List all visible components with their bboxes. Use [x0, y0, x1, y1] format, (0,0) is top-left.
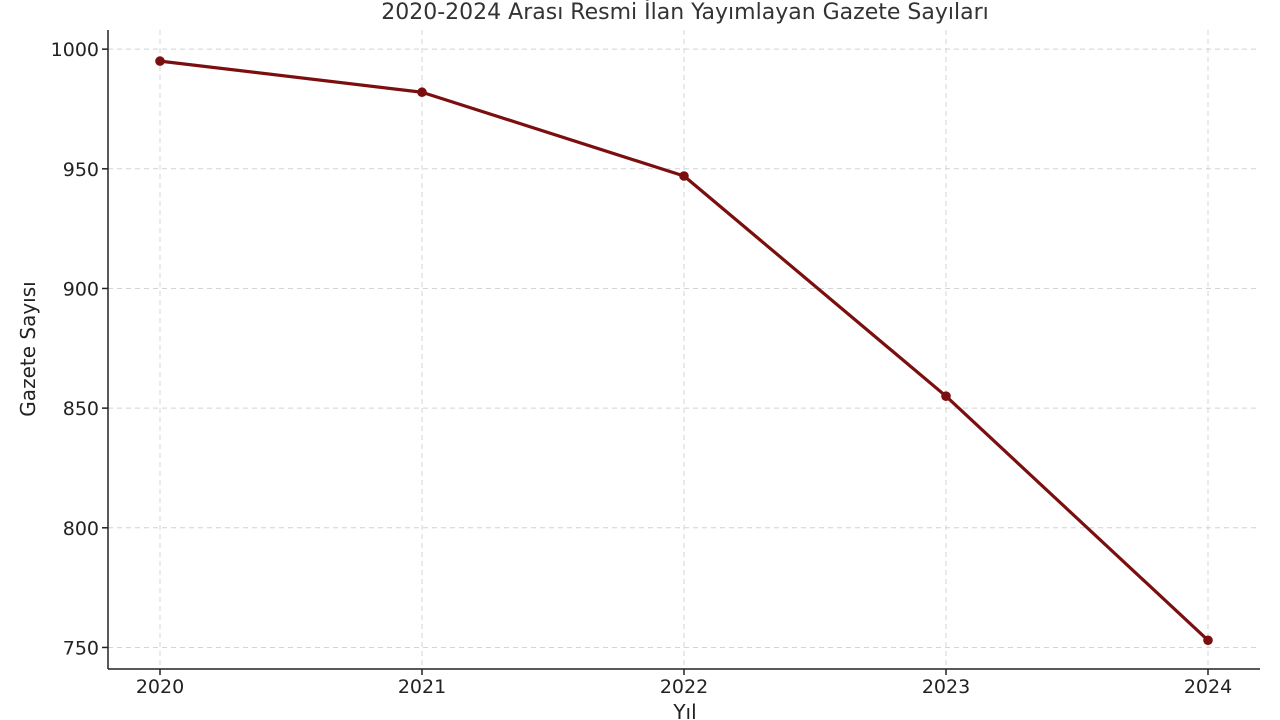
- y-tick-label: 1000: [51, 39, 99, 61]
- y-axis-title: Gazete Sayısı: [16, 281, 40, 416]
- data-point: [1203, 635, 1213, 646]
- data-point: [679, 171, 689, 181]
- grid: [108, 30, 1260, 669]
- chart-title: 2020-2024 Arası Resmi İlan Yayımlayan Ga…: [381, 0, 988, 25]
- y-tick-label: 900: [63, 278, 99, 300]
- data-point: [417, 87, 427, 98]
- y-tick-label: 800: [63, 518, 99, 540]
- x-tick-label: 2024: [1184, 676, 1232, 698]
- data-point: [155, 56, 165, 66]
- x-tick-label: 2023: [922, 676, 970, 698]
- x-tick-label: 2020: [136, 676, 184, 698]
- x-tick-label: 2022: [660, 676, 708, 698]
- series-layer: [155, 56, 1213, 646]
- tick-labels: 750 800 850 900 950 1000 2020 2021 2022 2023 2024: [51, 39, 1233, 698]
- x-tick-label: 2021: [398, 676, 446, 698]
- y-tick-label: 850: [63, 398, 99, 420]
- data-point: [941, 391, 951, 401]
- x-axis-title: Yıl: [672, 700, 696, 720]
- y-tick-label: 950: [63, 159, 99, 181]
- y-tick-label: 750: [63, 637, 99, 659]
